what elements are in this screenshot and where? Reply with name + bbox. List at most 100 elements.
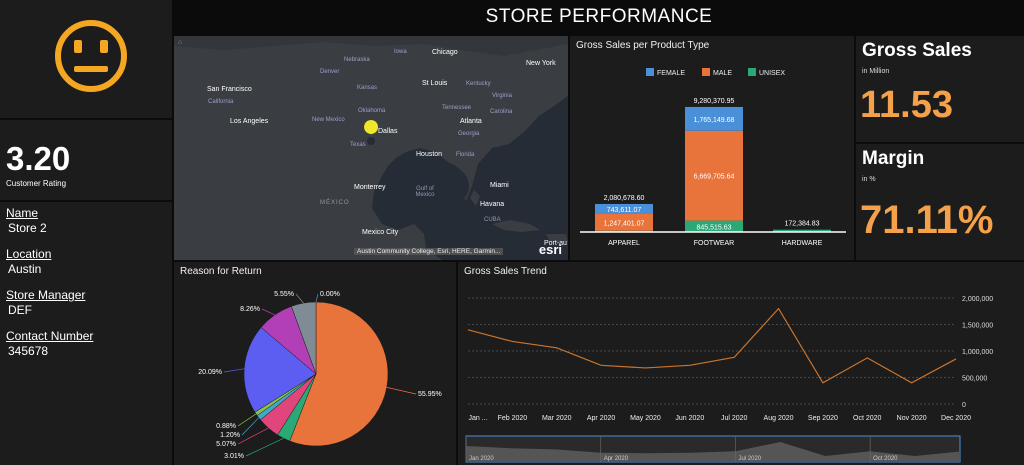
bar-segment — [685, 220, 743, 232]
bar-segment — [773, 229, 831, 232]
trend-navigator-area — [466, 442, 960, 462]
pie-leader-line — [223, 368, 245, 373]
name-label: Name — [6, 206, 39, 220]
dashboard-header: STORE PERFORMANCE — [174, 0, 1024, 34]
map-label: Atlanta — [460, 118, 482, 125]
map-label: Mexico City — [362, 229, 399, 236]
rating-label: Customer Rating — [6, 179, 67, 188]
pie-slice-label: 0.00% — [320, 291, 340, 298]
bar-category-label: FOOTWEAR — [694, 240, 734, 247]
map-label: San Francisco — [207, 86, 252, 93]
store-manager-value: DEF — [8, 303, 32, 317]
map-label: Miami — [490, 182, 509, 189]
pie-leader-line — [295, 293, 304, 304]
trend-y-tick: 0 — [962, 402, 966, 409]
trend-x-tick: Jun 2020 — [675, 415, 704, 422]
trend-x-tick: Apr 2020 — [587, 415, 616, 422]
pie-chart-svg: 55.95% 3.01% 5.07% 1.20% 0.88% 20.09% 8.26% 5.5… — [198, 291, 442, 460]
margin-subtitle: in % — [862, 176, 876, 183]
map-label: Gulf of Mexico — [415, 186, 435, 198]
bar-segment-label: 1,247,401.07 — [604, 220, 645, 227]
map-label: Iowa — [394, 49, 407, 55]
contact-number-label: Contact Number — [6, 329, 94, 343]
store-location-pin-icon[interactable] — [364, 120, 379, 152]
map-label: Kansas — [357, 85, 378, 91]
map-label: New York — [526, 60, 556, 67]
customer-rating-panel: 3.20 Customer Rating — [0, 120, 172, 200]
bar-chart-svg: FEMALE MALE UNISEX 1,247,401.07 743,611.07 2,… — [580, 68, 846, 247]
store-map[interactable]: ⌂ Chicago New York Nebraska Iowa Denver Kansa… — [174, 36, 568, 260]
legend-label: UNISEX — [759, 70, 785, 77]
contact-number-value: 345678 — [8, 344, 49, 358]
trend-line — [467, 307, 957, 384]
map-label: Texas — [350, 142, 366, 148]
legend-swatch — [646, 68, 654, 76]
trend-x-tick: Mar 2020 — [542, 415, 572, 422]
map-label: Port-au — [544, 240, 567, 247]
map-label: Dallas — [378, 128, 398, 135]
bar-segment-label: 845,515.63 — [696, 224, 731, 231]
pie-leader-line — [241, 417, 260, 436]
pie-slice-label: 55.95% — [418, 391, 442, 398]
bar-segment-label: 743,611.07 — [607, 207, 642, 214]
pie-leader-line — [315, 293, 319, 303]
trend-x-tick: Aug 2020 — [764, 415, 794, 422]
gross-sales-value: 11.53 — [860, 84, 953, 126]
map-home-icon[interactable]: ⌂ — [178, 39, 182, 46]
pie-slice-label: 5.07% — [216, 441, 236, 448]
bar-segment — [595, 203, 653, 214]
pie-leader-line — [386, 387, 417, 395]
page-title: STORE PERFORMANCE — [485, 6, 713, 27]
trend-chart-svg: 0 500,000 1,000,000 1,500,000 2,000,000 Jan .… — [465, 296, 993, 463]
trend-x-tick: Oct 2020 — [853, 415, 882, 422]
legend-swatch — [748, 68, 756, 76]
map-label: Monterrey — [354, 184, 386, 191]
pie-slice-label: 0.88% — [216, 423, 236, 430]
neutral-face-icon — [55, 20, 127, 92]
bar-total-label: 172,384.83 — [784, 221, 819, 228]
map-label: Chicago — [432, 49, 458, 56]
map-label: Florida — [456, 152, 475, 158]
map-label: California — [208, 99, 234, 105]
gross-sales-kpi: Gross Sales in Million 11.53 — [856, 36, 1024, 142]
navigator-label: Jan 2020 — [469, 456, 494, 462]
pie-slice-label: 3.01% — [224, 453, 244, 460]
rating-face-panel — [0, 0, 172, 118]
gross-sales-trend-chart: Gross Sales Trend 0 500,000 1,000,000 1,500… — [458, 262, 1024, 465]
gross-sales-product-type-chart: Gross Sales per Product Type FEMALE MALE U… — [570, 36, 854, 260]
pie-leader-line — [245, 437, 284, 457]
pie-slice — [243, 327, 317, 413]
esri-logo: esri — [538, 242, 562, 257]
bar-segment — [685, 130, 743, 221]
pie-leader-line — [237, 427, 269, 445]
legend-label: FEMALE — [657, 70, 685, 77]
trend-y-tick: 500,000 — [962, 376, 987, 383]
pie-chart-title: Reason for Return — [180, 266, 262, 277]
map-label: CUBA — [484, 217, 501, 223]
navigator-label: Jul 2020 — [738, 456, 761, 462]
trend-y-tick: 1,500,000 — [962, 323, 993, 330]
margin-title: Margin — [862, 148, 925, 169]
margin-kpi: Margin in % 71.11% — [856, 144, 1024, 260]
bar-segment — [595, 213, 653, 231]
bar-category-label: HARDWARE — [782, 240, 823, 247]
rating-value: 3.20 — [6, 140, 71, 177]
map-label: Havana — [480, 201, 505, 208]
map-canvas[interactable]: ⌂ — [174, 36, 568, 260]
margin-value: 71.11% — [860, 198, 994, 242]
pie-slice-label: 1.20% — [220, 432, 240, 439]
trend-x-tick: May 2020 — [630, 415, 661, 422]
map-label: Nebraska — [344, 57, 370, 63]
map-label: Carolina — [490, 109, 513, 115]
map-label: St Louis — [422, 80, 448, 87]
map-label: Oklahoma — [358, 108, 386, 114]
pie-slice-label: 20.09% — [198, 369, 222, 376]
location-label: Location — [6, 247, 52, 261]
trend-x-tick: Nov 2020 — [897, 415, 927, 422]
bar-total-label: 9,280,370.95 — [694, 98, 735, 105]
map-label: Tennessee — [442, 105, 472, 111]
map-label: Virginia — [492, 93, 512, 99]
trend-y-tick: 1,000,000 — [962, 349, 993, 356]
bar-segment-label: 6,669,705.64 — [694, 174, 735, 181]
map-label: New Mexico — [312, 117, 345, 123]
